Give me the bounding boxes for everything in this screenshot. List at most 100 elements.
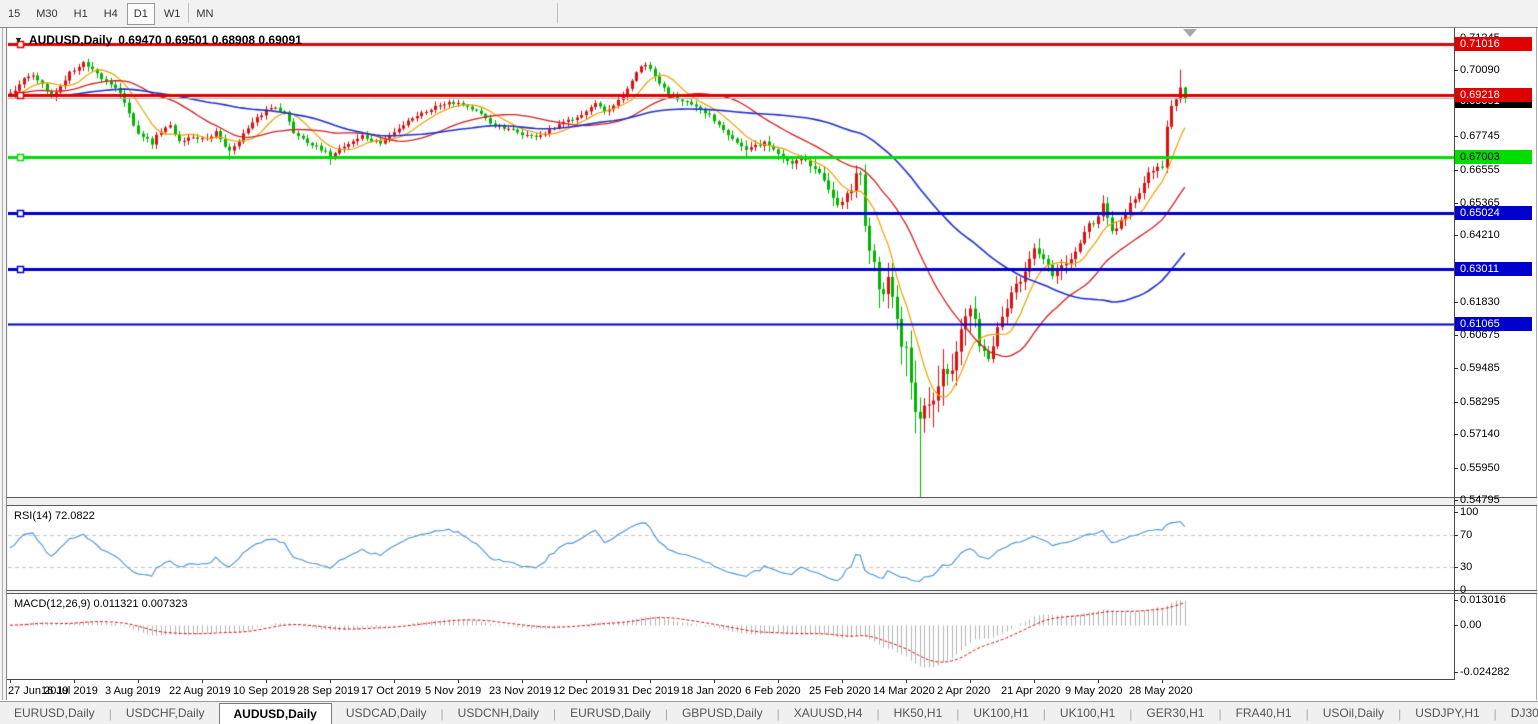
axis-tick-mark [1454,672,1458,673]
chart-tab-eurusd-daily[interactable]: EURUSD,Daily [14,706,95,720]
date-axis-tick [394,680,395,683]
price-axis-tick: 0.60675 [1460,329,1500,341]
hline-price-label: 0.63011 [1455,262,1532,276]
date-axis-tick [650,680,651,683]
chart-shift-marker-icon[interactable] [1183,29,1197,37]
macd-axis-tick: 0.00 [1460,619,1482,631]
price-axis-tick: 0.67745 [1460,130,1500,142]
date-axis-tick [1098,680,1099,683]
date-axis: 27 Jun 2019 16 Jul 2019 3 Aug 2019 22 Aug 2… [7,679,1455,701]
chart-tab-uk100-h1[interactable]: UK100,H1 [973,706,1029,720]
chart-tab-bar: EURUSD,Daily | USDCHF,Daily AUDUSD,Daily USD… [0,701,1538,724]
symbol-dropdown-icon[interactable]: ▼ [14,35,23,45]
rsi-axis-tick: 30 [1460,561,1473,573]
tab-separator: | [956,706,960,721]
date-axis-label: 6 Feb 2020 [745,685,801,697]
timeframe-button-h1[interactable]: H1 [73,7,88,20]
panel-separator[interactable] [7,497,1537,506]
chart-window-left-border [0,28,8,700]
panel-separator[interactable] [7,590,1537,594]
date-axis-label: 3 Aug 2019 [105,685,161,697]
timeframe-button-h4[interactable]: H4 [103,7,118,20]
date-axis-tick [202,680,203,683]
chart-tab-gbpusd-daily[interactable]: GBPUSD,Daily [681,706,763,720]
rsi-axis-tick: 100 [1460,506,1479,518]
tab-separator: | [876,706,880,721]
price-axis-tick: 0.61830 [1460,296,1500,308]
chart-tab-ger30-h1[interactable]: GER30,H1 [1146,706,1205,720]
timeframe-button-w1[interactable]: W1 [163,7,181,20]
chart-tab-usdcad-daily[interactable]: USDCAD,Daily [345,706,427,720]
rsi-axis-tick: 0 [1460,584,1467,596]
date-axis-label: 25 Feb 2020 [809,685,871,697]
axis-tick-mark [1454,203,1458,204]
axis-tick-mark [1454,468,1458,469]
timeframe-button-m30[interactable]: M30 [36,7,58,20]
toolbar-separator [188,3,189,23]
date-axis-label: 21 Apr 2020 [1001,685,1061,697]
macd-label: MACD(12,26,9) 0.011321 0.007323 [14,598,188,610]
price-axis-tick: 0.64210 [1460,229,1500,241]
hline-price-label: 0.65024 [1455,206,1532,220]
main-price-chart-canvas[interactable] [8,28,1454,498]
date-axis-label: 5 Nov 2019 [425,685,482,697]
macd-indicator-canvas[interactable] [8,594,1454,679]
hline-price-label: 0.69218 [1455,88,1532,102]
date-axis-label: 17 Oct 2019 [361,685,421,697]
date-axis-tick [330,680,331,683]
chart-tab-dj30-h1[interactable]: DJ30,H1 [1510,706,1538,720]
timeframe-button-mn[interactable]: MN [196,7,214,20]
axis-tick-mark [1454,136,1458,137]
chart-tab-usdjpy-h1[interactable]: USDJPY,H1 [1415,706,1480,720]
timeframe-button-15[interactable]: 15 [8,7,21,20]
date-axis-label: 10 Sep 2019 [233,685,296,697]
tab-separator: | [1129,706,1133,721]
chart-tab-usoil-daily[interactable]: USOil,Daily [1322,706,1385,720]
tab-separator: | [1218,706,1222,721]
chart-tab-hk50-h1[interactable]: HK50,H1 [893,706,943,720]
chart-symbol-label: AUDUSD,Daily [28,33,113,47]
axis-tick-mark [1454,235,1458,236]
chart-tab-uk100-h1[interactable]: UK100,H1 [1059,706,1116,720]
date-axis-corner [1455,680,1536,700]
axis-tick-mark [1454,368,1458,369]
hline-price-label: 0.61065 [1455,317,1532,331]
axis-tick-mark [1454,402,1458,403]
tab-separator: | [553,706,557,721]
date-axis-tick [970,680,971,683]
date-axis-label: 2 Apr 2020 [937,685,991,697]
axis-tick-mark [1454,335,1458,336]
chart-title: ▼ AUDUSD,Daily 0.69470 0.69501 0.68908 0… [14,33,302,47]
axis-tick-mark [1454,434,1458,435]
timeframe-toolbar: 15 M30 H1 H4 D1 W1 MN [0,0,1538,28]
axis-tick-mark [1454,535,1458,536]
date-axis-label: 28 Sep 2019 [297,685,360,697]
timeframe-button-d1[interactable]: D1 [126,2,155,25]
date-axis-tick [842,680,843,683]
price-axis-tick: 0.59485 [1460,362,1500,374]
date-axis-label: 9 May 2020 [1065,685,1123,697]
date-axis-label: 23 Nov 2019 [489,685,552,697]
chart-tab-eurusd-daily[interactable]: EURUSD,Daily [570,706,651,720]
tab-separator: | [1493,706,1497,721]
axis-tick-mark [1454,500,1458,501]
price-axis-tick: 0.70090 [1460,64,1500,76]
chart-tab-fra40-h1[interactable]: FRA40,H1 [1235,706,1292,720]
chart-tab-usdchf-daily[interactable]: USDCHF,Daily [125,706,205,720]
toolbar-separator [557,3,558,23]
date-axis-tick [714,680,715,683]
axis-tick-mark [1454,567,1458,568]
price-axis-line [1454,28,1455,679]
macd-axis-tick: 0.013016 [1460,594,1506,606]
rsi-indicator-canvas[interactable] [8,506,1454,591]
tab-separator: | [664,706,668,721]
chart-tab-xauusd-h4[interactable]: XAUUSD,H4 [793,706,863,720]
chart-tab-usdcnh-daily[interactable]: USDCNH,Daily [457,706,540,720]
chart-tab-audusd-daily[interactable]: AUDUSD,Daily [218,702,332,724]
price-axis-tick: 0.57140 [1460,428,1500,440]
date-axis-tick [1162,680,1163,683]
date-axis-tick [458,680,459,683]
axis-tick-mark [1454,625,1458,626]
chart-window-top-border [0,27,1538,28]
date-axis-tick [74,680,75,683]
